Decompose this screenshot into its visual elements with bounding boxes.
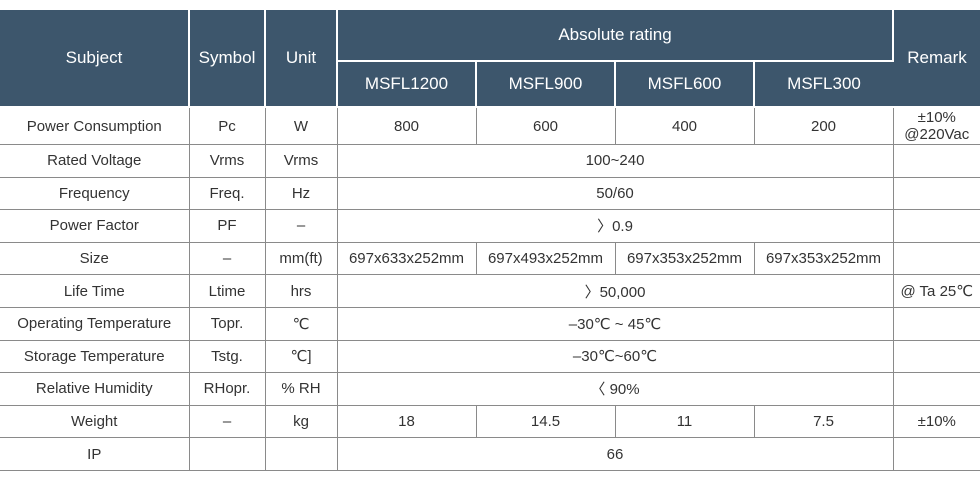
cell-value-msfl600: 11: [615, 405, 755, 439]
cell-value: 〈 90%: [337, 372, 894, 406]
cell-unit: ℃]: [265, 340, 338, 374]
cell-value-msfl900: 14.5: [476, 405, 616, 439]
cell-symbol: RHopr.: [189, 372, 266, 406]
cell-value-msfl600: 400: [615, 107, 755, 145]
header-model-msfl300: MSFL300: [754, 61, 894, 108]
remark-line-1: ±10%: [917, 108, 956, 126]
row-size: Size – mm(ft) 697x633x252mm 697x493x252m…: [0, 242, 980, 276]
cell-symbol: –: [189, 242, 266, 276]
cell-value-msfl600: 697x353x252mm: [615, 242, 755, 276]
row-frequency: Frequency Freq. Hz 50/60: [0, 177, 980, 211]
header-remark: Remark: [893, 10, 980, 108]
header-absolute-rating: Absolute rating: [337, 10, 895, 62]
cell-remark: [893, 209, 980, 243]
header-unit: Unit: [265, 10, 338, 108]
cell-value: 50/60: [337, 177, 894, 211]
cell-remark: [893, 144, 980, 178]
cell-value-msfl300: 200: [754, 107, 894, 145]
cell-remark: [893, 307, 980, 341]
cell-symbol: [189, 437, 266, 471]
cell-unit: Hz: [265, 177, 338, 211]
cell-remark: [893, 372, 980, 406]
cell-subject: Weight: [0, 405, 190, 439]
cell-symbol: Vrms: [189, 144, 266, 178]
cell-remark: ±10% @220Vac: [893, 107, 980, 145]
cell-symbol: Freq.: [189, 177, 266, 211]
cell-symbol: –: [189, 405, 266, 439]
cell-subject: Rated Voltage: [0, 144, 190, 178]
cell-value: –30℃ ~ 45℃: [337, 307, 894, 341]
cell-remark: @ Ta 25℃: [893, 274, 980, 308]
cell-subject: IP: [0, 437, 190, 471]
cell-unit: kg: [265, 405, 338, 439]
header-row-top: Subject Symbol Unit Absolute rating Rema…: [0, 10, 980, 108]
row-life-time: Life Time Ltime hrs 〉50,000 @ Ta 25℃: [0, 274, 980, 308]
cell-symbol: Topr.: [189, 307, 266, 341]
header-row-models: MSFL1200 MSFL900 MSFL600 MSFL300: [0, 61, 980, 108]
cell-subject: Frequency: [0, 177, 190, 211]
row-power-factor: Power Factor PF – 〉0.9: [0, 209, 980, 243]
cell-value-msfl300: 697x353x252mm: [754, 242, 894, 276]
cell-subject: Life Time: [0, 274, 190, 308]
header-model-msfl600: MSFL600: [615, 61, 755, 108]
header-model-msfl900: MSFL900: [476, 61, 616, 108]
row-weight: Weight – kg 18 14.5 11 7.5 ±10%: [0, 405, 980, 439]
row-operating-temperature: Operating Temperature Topr. ℃ –30℃ ~ 45℃: [0, 307, 980, 341]
cell-unit: hrs: [265, 274, 338, 308]
cell-remark: ±10%: [893, 405, 980, 439]
row-storage-temperature: Storage Temperature Tstg. ℃] –30℃~60℃: [0, 340, 980, 374]
cell-unit: W: [265, 107, 338, 145]
cell-unit: –: [265, 209, 338, 243]
row-ip: IP 66: [0, 437, 980, 471]
cell-unit: [265, 437, 338, 471]
cell-unit: Vrms: [265, 144, 338, 178]
cell-unit: mm(ft): [265, 242, 338, 276]
cell-value: 66: [337, 437, 894, 471]
cell-unit: ℃: [265, 307, 338, 341]
cell-subject: Relative Humidity: [0, 372, 190, 406]
header-model-msfl1200: MSFL1200: [337, 61, 477, 108]
spec-table: Subject Symbol Unit Absolute rating Rema…: [0, 10, 980, 471]
remark-line-2: @220Vac: [904, 126, 970, 143]
row-rated-voltage: Rated Voltage Vrms Vrms 100~240: [0, 144, 980, 178]
cell-remark: [893, 177, 980, 211]
cell-value-msfl1200: 697x633x252mm: [337, 242, 477, 276]
cell-value-msfl900: 697x493x252mm: [476, 242, 616, 276]
row-power-consumption: Power Consumption Pc W 800 600 400 200 ±…: [0, 107, 980, 145]
cell-value: 〉50,000: [337, 274, 894, 308]
cell-symbol: Ltime: [189, 274, 266, 308]
cell-value-msfl300: 7.5: [754, 405, 894, 439]
header-symbol: Symbol: [189, 10, 266, 108]
cell-remark: [893, 437, 980, 471]
row-relative-humidity: Relative Humidity RHopr. % RH 〈 90%: [0, 372, 980, 406]
cell-remark: [893, 242, 980, 276]
cell-unit: % RH: [265, 372, 338, 406]
cell-subject: Power Consumption: [0, 107, 190, 145]
cell-symbol: PF: [189, 209, 266, 243]
cell-value-msfl1200: 18: [337, 405, 477, 439]
cell-value: 100~240: [337, 144, 894, 178]
cell-subject: Size: [0, 242, 190, 276]
cell-value-msfl900: 600: [476, 107, 616, 145]
cell-symbol: Pc: [189, 107, 266, 145]
header-subject: Subject: [0, 10, 190, 108]
cell-subject: Power Factor: [0, 209, 190, 243]
cell-value: 〉0.9: [337, 209, 894, 243]
cell-value: –30℃~60℃: [337, 340, 894, 374]
cell-symbol: Tstg.: [189, 340, 266, 374]
cell-remark: [893, 340, 980, 374]
cell-subject: Operating Temperature: [0, 307, 190, 341]
cell-value-msfl1200: 800: [337, 107, 477, 145]
cell-subject: Storage Temperature: [0, 340, 190, 374]
